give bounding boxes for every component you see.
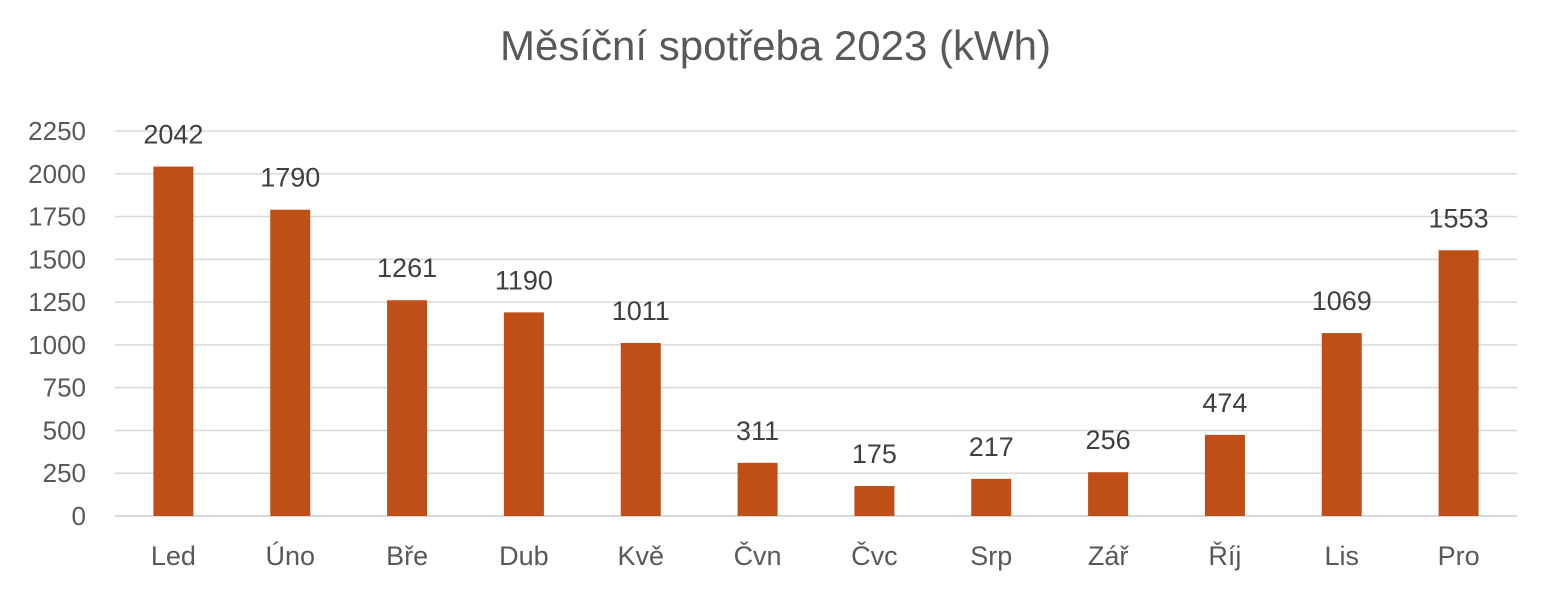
bar-11 [1438, 250, 1479, 516]
x-tick-label: Lis [1324, 541, 1359, 571]
x-tick-label: Kvě [617, 541, 664, 571]
x-tick-label: Říj [1208, 540, 1241, 571]
bar-1 [270, 209, 311, 516]
y-tick-label: 500 [43, 415, 86, 445]
x-tick-label: Bře [386, 541, 428, 571]
bar-9 [1204, 434, 1245, 516]
bar-5 [737, 462, 778, 516]
data-label: 217 [969, 432, 1014, 462]
x-tick-label: Pro [1438, 541, 1480, 571]
x-tick-label: Zář [1088, 541, 1130, 571]
data-label: 175 [852, 439, 897, 469]
bar-4 [620, 343, 661, 516]
data-label: 2042 [143, 120, 203, 150]
y-tick-label: 1750 [28, 202, 86, 232]
data-labels: 2042 1790 1261 1190 1011 311 175 217 256 474 1069 1… [143, 120, 1488, 469]
x-tick-label: Úno [265, 540, 315, 571]
data-label: 1069 [1312, 286, 1372, 316]
x-tick-label: Čvc [851, 540, 898, 571]
y-tick-label: 2250 [28, 116, 86, 146]
gridlines [115, 130, 1517, 517]
x-axis-ticks: Led Úno Bře Dub Kvě Čvn Čvc Srp Zář Říj Lis Pro [151, 540, 1480, 571]
bar-0 [153, 166, 194, 516]
bar-8 [1088, 472, 1129, 516]
data-label: 1790 [260, 163, 320, 193]
x-tick-label: Dub [499, 541, 549, 571]
data-label: 474 [1202, 388, 1247, 418]
y-axis-ticks: 0 250 500 750 1000 1250 1500 1750 2000 2250 [28, 116, 86, 531]
y-tick-label: 1250 [28, 287, 86, 317]
y-tick-label: 0 [72, 501, 86, 531]
chart-title: Měsíční spotřeba 2023 (kWh) [500, 22, 1051, 69]
data-label: 256 [1086, 425, 1131, 455]
bar-6 [854, 486, 895, 516]
y-tick-label: 750 [43, 373, 86, 403]
y-tick-label: 1500 [28, 244, 86, 274]
y-tick-label: 1000 [28, 330, 86, 360]
y-tick-label: 250 [43, 458, 86, 488]
data-label: 1190 [495, 265, 553, 295]
x-tick-label: Čvn [734, 540, 782, 571]
data-label: 1553 [1429, 203, 1489, 233]
bar-10 [1321, 333, 1362, 516]
bar-3 [503, 312, 544, 516]
data-label: 1011 [612, 296, 670, 326]
bar-2 [387, 300, 428, 516]
bar-7 [971, 478, 1012, 516]
data-label: 1261 [377, 253, 437, 283]
bars [153, 166, 1479, 516]
x-tick-label: Led [151, 541, 196, 571]
x-tick-label: Srp [970, 541, 1012, 571]
data-label: 311 [736, 416, 779, 446]
y-tick-label: 2000 [28, 159, 86, 189]
